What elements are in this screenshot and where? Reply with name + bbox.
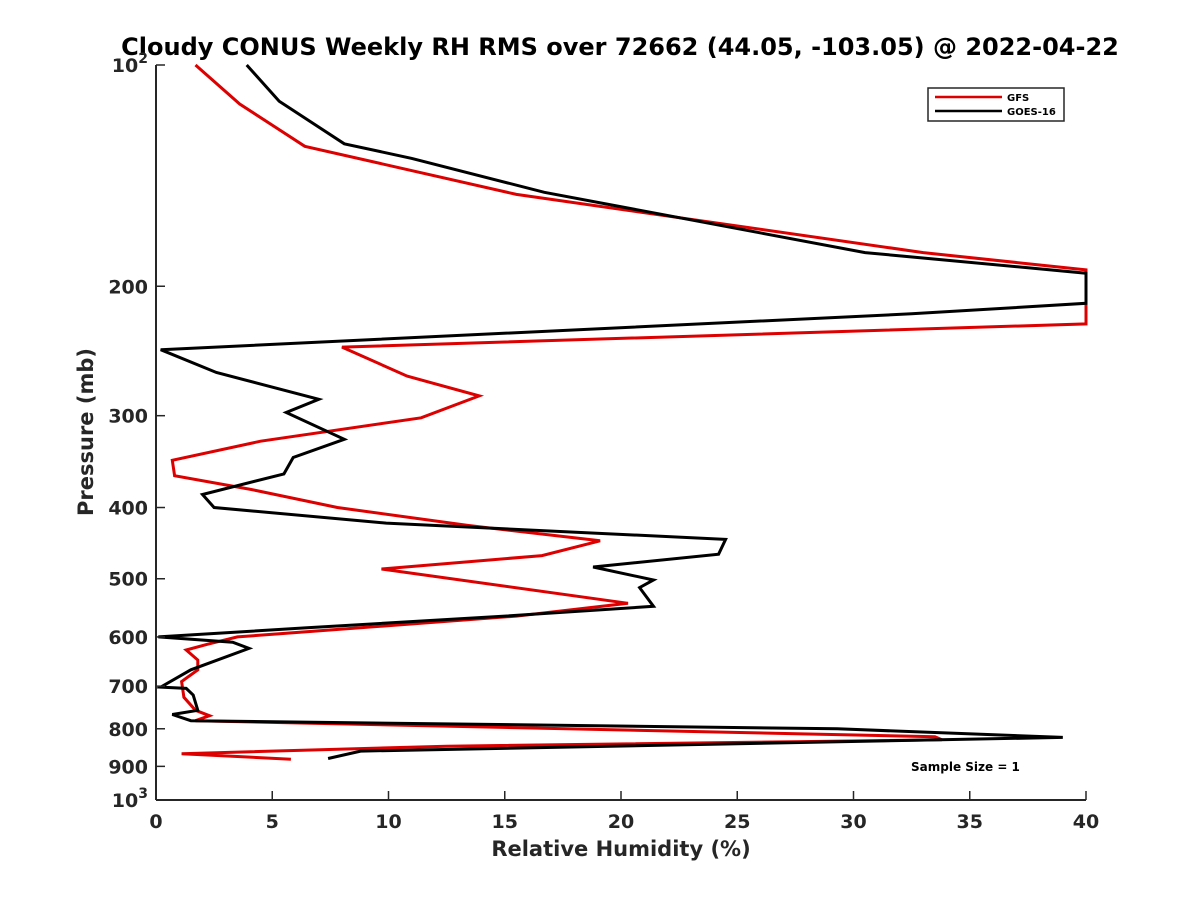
chart-title: Cloudy CONUS Weekly RH RMS over 72662 (4… — [121, 33, 1119, 61]
legend-label-gfs: GFS — [1007, 93, 1029, 104]
y-tick-label: 102 — [112, 51, 148, 77]
y-tick-label: 200 — [108, 276, 148, 298]
y-axis-label: Pressure (mb) — [74, 348, 98, 516]
plot-area: 0 5 10 15 20 25 30 35 40 102 200 300 400 500 600 700 80… — [108, 51, 1099, 833]
y-tick-label: 600 — [108, 627, 148, 649]
y-tick-label: 103 — [112, 786, 148, 812]
series-line-goes16 — [155, 63, 1088, 760]
y-tick-label: 900 — [108, 756, 148, 778]
legend: GFS GOES-16 — [927, 87, 1065, 122]
y-tick-label: 300 — [108, 406, 148, 428]
sample-size-annotation: Sample Size = 1 — [911, 760, 1020, 774]
x-tick-label: 5 — [266, 811, 279, 833]
y-tick-label: 400 — [108, 498, 148, 520]
legend-label-goes16: GOES-16 — [1007, 107, 1056, 118]
y-ticks: 102 200 300 400 500 600 700 800 900 103 — [108, 51, 165, 812]
y-tick-label: 800 — [108, 719, 148, 741]
legend-box — [927, 87, 1065, 122]
series-line-gfs — [170, 63, 1088, 761]
y-tick-label: 700 — [108, 676, 148, 698]
x-tick-label: 10 — [375, 811, 401, 833]
x-tick-label: 0 — [149, 811, 162, 833]
x-tick-label: 20 — [608, 811, 634, 833]
x-tick-label: 35 — [957, 811, 983, 833]
x-ticks: 0 5 10 15 20 25 30 35 40 — [149, 791, 1099, 833]
x-tick-label: 30 — [840, 811, 866, 833]
x-tick-label: 25 — [724, 811, 750, 833]
series-layer — [155, 63, 1088, 761]
x-tick-label: 15 — [492, 811, 518, 833]
x-tick-label: 40 — [1073, 811, 1099, 833]
x-axis-label: Relative Humidity (%) — [491, 837, 750, 861]
y-tick-label: 500 — [108, 569, 148, 591]
